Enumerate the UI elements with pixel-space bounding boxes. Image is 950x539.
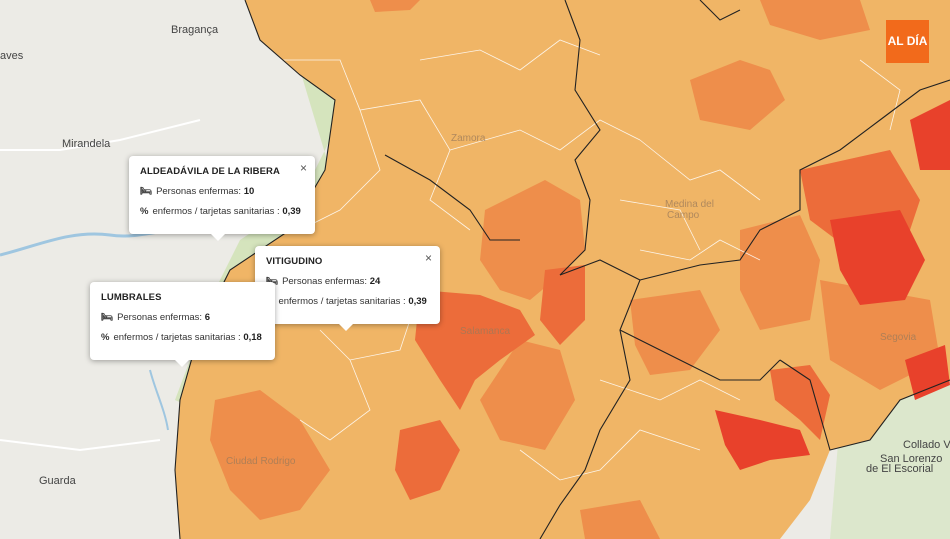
place-label-collado: Collado Villa — [903, 439, 950, 451]
popup-pct-value: 0,39 — [282, 206, 301, 217]
logo-text: AL DÍA — [887, 34, 928, 48]
municipality-high — [395, 420, 460, 500]
bed-icon: 🛏 — [140, 186, 153, 197]
municipality-mid — [480, 340, 575, 450]
percent-icon: % — [101, 332, 110, 343]
popup-title: ALDEADÁVILA DE LA RIBERA — [140, 166, 280, 177]
place-label-zamora: Zamora — [451, 133, 486, 144]
popup-tip — [339, 324, 353, 331]
popup-pct-label: enfermos / tarjetas sanitarias : — [113, 332, 241, 343]
municipality-mid — [370, 0, 420, 12]
popup-row-sick: 🛏 Personas enfermas: 6 — [101, 312, 264, 323]
municipality-mid — [210, 390, 330, 520]
close-icon[interactable]: × — [424, 251, 432, 265]
popup-title: VITIGUDINO — [266, 256, 323, 267]
municipality-high-group — [395, 100, 950, 500]
place-label-mirandela: Mirandela — [62, 138, 111, 150]
popup-vitigudino: × VITIGUDINO 🛏 Personas enfermas: 24 %enf… — [255, 246, 440, 331]
municipality-highest — [910, 100, 950, 170]
municipality-highest — [715, 410, 810, 470]
popup-sick-value: 10 — [243, 186, 255, 197]
popup-title: LUMBRALES — [101, 292, 162, 303]
bed-icon: 🛏 — [101, 312, 114, 323]
place-label-guarda: Guarda — [39, 475, 76, 487]
brand-logo[interactable]: AL DÍA — [886, 20, 929, 63]
popup-row-pct: %enfermos / tarjetas sanitarias : 0,39 — [140, 206, 304, 217]
place-label-braganca: Bragança — [171, 24, 219, 36]
close-icon[interactable]: × — [299, 161, 307, 175]
popup-sick-value: 24 — [369, 276, 381, 287]
road-2 — [0, 439, 161, 452]
place-label-medina: Medina del — [665, 199, 714, 210]
popup-row-pct: % enfermos / tarjetas sanitarias : 0,18 — [101, 332, 264, 343]
municipality-high — [770, 365, 830, 440]
popup-row-sick: 🛏 Personas enfermas: 24 — [266, 276, 429, 287]
place-label-escorial: de El Escorial — [866, 463, 934, 475]
popup-sick-label: Personas enfermas: — [117, 312, 203, 323]
popup-pct-label: enfermos / tarjetas sanitarias : — [152, 206, 280, 217]
popup-row-pct: %enfermos / tarjetas sanitarias : 0,39 — [266, 296, 429, 307]
municipality-mid — [690, 60, 785, 130]
popup-lumbrales: LUMBRALES 🛏 Personas enfermas: 6 % enfermo… — [90, 282, 275, 367]
popup-pct-value: 0,39 — [408, 296, 427, 307]
popup-tip — [211, 234, 225, 241]
municipality-mid — [580, 500, 660, 539]
popup-pct-value: 0,18 — [243, 332, 262, 343]
place-label-medina-2: Campo — [667, 210, 700, 221]
river-2 — [149, 369, 169, 431]
popup-pct-label: enfermos / tarjetas sanitarias : — [278, 296, 406, 307]
popup-row-sick: 🛏 Personas enfermas: 10 — [140, 186, 304, 197]
road — [0, 119, 201, 151]
popup-aldeadavila: × ALDEADÁVILA DE LA RIBERA 🛏 Personas enf… — [129, 156, 315, 241]
popup-sick-value: 6 — [204, 312, 211, 323]
popup-sick-label: Personas enfermas: — [156, 186, 242, 197]
percent-icon: % — [140, 206, 149, 217]
municipality-mid — [760, 0, 870, 40]
municipality-mid — [740, 215, 820, 330]
municipality-salamanca — [415, 290, 535, 410]
municipality-high — [540, 265, 585, 345]
place-label-segovia: Segovia — [880, 332, 917, 343]
popup-sick-label: Personas enfermas: — [282, 276, 368, 287]
bed-icon: 🛏 — [266, 276, 278, 287]
place-label-san-lorenzo: San Lorenzo — [880, 453, 943, 465]
place-label-salamanca: Salamanca — [460, 326, 511, 337]
municipality-mid — [630, 290, 720, 375]
place-label-aves: aves — [0, 50, 24, 62]
municipality-highest — [830, 210, 925, 305]
popup-tip — [175, 360, 189, 367]
municipality-highest — [905, 345, 950, 400]
place-label-ciudad-rodrigo: Ciudad Rodrigo — [226, 456, 296, 467]
